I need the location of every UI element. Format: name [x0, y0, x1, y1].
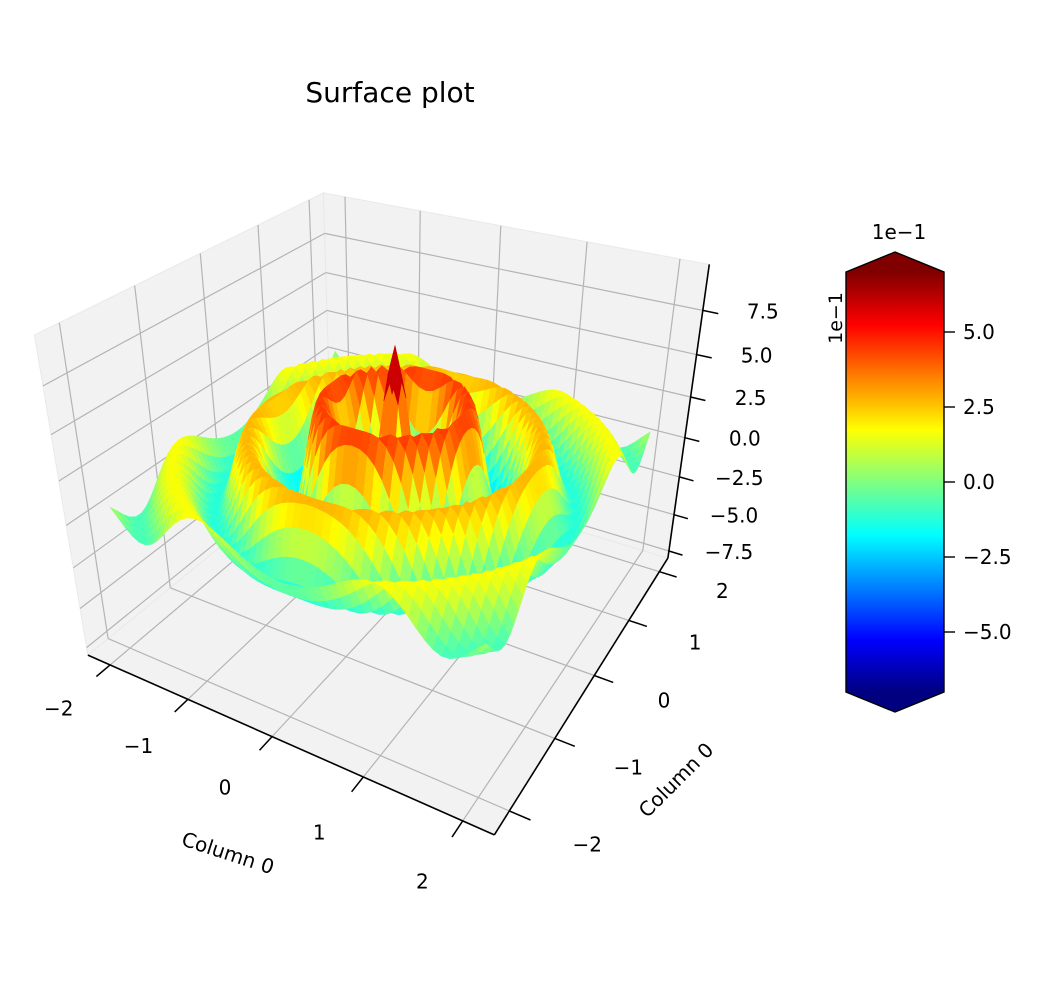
z-tick-label: 0.0 [729, 427, 761, 451]
y-tick-label: −2 [572, 832, 601, 856]
z-tick [690, 396, 706, 402]
y-tick-label: 1 [689, 630, 702, 654]
x-tick-label: 2 [416, 870, 429, 894]
y-tick [554, 737, 576, 747]
z-tick [684, 436, 700, 443]
z-tick [696, 353, 712, 359]
x-tick [95, 664, 111, 678]
colorbar: 5.0 2.5 0.0 −2.5 −5.0 [845, 251, 1012, 713]
tick-labels: −2 −1 0 1 2 −2 −1 0 1 2 7.5 5.0 2.5 0.0 −2.5 −5.0 −7.5 [44, 299, 779, 893]
y-axis-line [493, 557, 669, 836]
z-tick [668, 550, 683, 556]
z-tick [679, 476, 694, 482]
x-tick [451, 820, 464, 838]
y-tick [659, 570, 677, 578]
colorbar-tick-label: 0.0 [963, 470, 995, 494]
colorbar-ticks: 5.0 2.5 0.0 −2.5 −5.0 [944, 320, 1012, 644]
x-tick-label: 0 [219, 776, 232, 800]
z-tick-label: 7.5 [747, 299, 779, 323]
z-axis-line [667, 264, 711, 559]
z-tick-label: 5.0 [741, 344, 773, 368]
y-tick-label: 0 [658, 689, 671, 713]
z-tick-label: −5.0 [710, 504, 759, 528]
colorbar-tick-label: 2.5 [963, 395, 995, 419]
z-axis-offset-text: 1e−1 [825, 292, 847, 344]
z-tick-label: 2.5 [735, 386, 767, 410]
y-tick-label: −1 [614, 755, 643, 779]
x-axis-line [87, 654, 495, 836]
x-tick [258, 736, 273, 751]
surface-mesh [109, 345, 651, 660]
x-tick [351, 776, 364, 793]
x-tick-label: 1 [313, 820, 326, 844]
chart-title: Surface plot [305, 76, 475, 109]
y-tick [509, 810, 531, 821]
colorbar-gradient [845, 251, 945, 713]
y-tick [593, 674, 614, 684]
axis-lines [87, 264, 711, 836]
x-tick-label: −2 [44, 696, 73, 720]
y-tick [628, 619, 648, 628]
tick-marks [95, 309, 719, 838]
y-tick-label: 2 [716, 579, 729, 603]
colorbar-offset-text: 1e−1 [871, 220, 927, 244]
colorbar-tick-label: −5.0 [963, 620, 1012, 644]
colorbar-tick-label: 5.0 [963, 320, 995, 344]
z-tick-label: −7.5 [705, 540, 754, 564]
x-tick-label: −1 [124, 734, 153, 758]
z-tick [702, 309, 719, 315]
z-tick-label: −2.5 [715, 466, 764, 490]
colorbar-tick-label: −2.5 [963, 545, 1012, 569]
x-tick [174, 698, 189, 713]
z-tick [673, 513, 689, 520]
